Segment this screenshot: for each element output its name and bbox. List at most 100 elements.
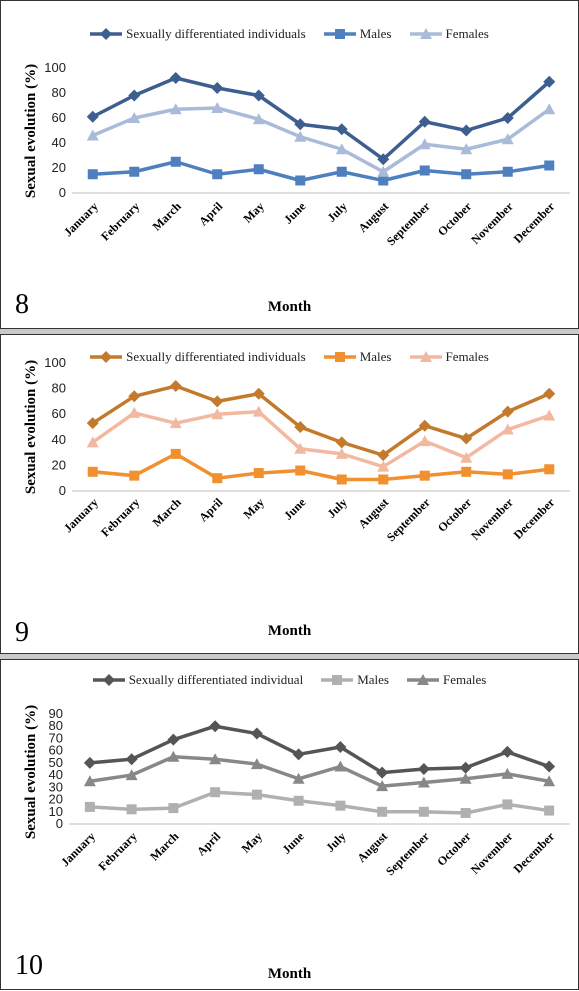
legend-item: Males <box>323 349 392 365</box>
legend-label: Sexually differentiated individuals <box>126 26 306 41</box>
data-point <box>461 169 472 180</box>
y-tick-label: 70 <box>49 730 63 745</box>
data-point <box>543 775 556 787</box>
x-tick-label: June <box>281 199 309 227</box>
data-point <box>418 115 431 128</box>
x-tick-label: October <box>435 199 475 239</box>
legend-item: Males <box>321 672 389 688</box>
legend-swatch <box>92 674 125 686</box>
x-axis-title: Month <box>267 299 312 315</box>
data-point <box>459 772 472 784</box>
data-point <box>209 720 222 733</box>
data-point <box>211 408 224 420</box>
data-point <box>377 806 388 817</box>
legend-swatch <box>409 28 442 39</box>
y-tick-label: 50 <box>49 755 63 770</box>
legend-marker <box>334 352 345 362</box>
data-point <box>419 165 430 176</box>
data-point <box>335 436 348 449</box>
data-point <box>377 460 390 472</box>
data-point <box>336 166 347 177</box>
data-point <box>86 129 99 141</box>
data-point <box>128 112 141 123</box>
x-tick-label: December <box>511 199 558 246</box>
x-tick-label: November <box>468 829 516 877</box>
data-point <box>459 761 472 774</box>
y-tick-label: 0 <box>56 816 63 831</box>
data-point <box>252 405 265 417</box>
y-tick-label: 40 <box>52 432 66 447</box>
data-point <box>501 423 514 435</box>
y-tick-label: 20 <box>52 160 66 175</box>
chart-legend: Sexually differentiated individuals Male… <box>1 23 578 45</box>
y-tick-label: 60 <box>52 110 66 125</box>
y-tick-label: 0 <box>59 483 66 498</box>
data-point <box>86 417 99 430</box>
data-point <box>210 787 221 798</box>
x-axis-title: Month <box>267 623 312 639</box>
data-point <box>501 745 514 758</box>
legend-label: Males <box>359 349 392 364</box>
x-tick-label: February <box>98 199 142 243</box>
y-tick-label: 40 <box>49 767 63 782</box>
y-tick-label: 0 <box>59 185 66 200</box>
series-line <box>91 409 550 469</box>
data-point <box>126 804 137 815</box>
x-tick-label: September <box>384 199 433 248</box>
data-point <box>544 160 555 171</box>
panel-separator <box>0 329 579 334</box>
data-point <box>292 748 305 761</box>
chart-panel-9: Sexually differentiated individuals Male… <box>0 334 579 654</box>
data-point <box>83 756 96 769</box>
chart-panel-10: Sexually differentiated individual Males… <box>0 659 579 990</box>
legend-item: Sexually differentiated individuals <box>90 349 306 365</box>
data-point <box>418 806 429 817</box>
series-line <box>89 790 550 815</box>
data-point <box>335 143 348 155</box>
data-point <box>543 103 556 115</box>
y-tick-label: 80 <box>49 718 63 733</box>
data-point <box>417 776 430 788</box>
legend-item: Sexually differentiated individual <box>92 672 304 688</box>
legend-item: Males <box>323 26 392 42</box>
x-tick-label: November <box>468 199 516 247</box>
x-tick-label: April <box>196 199 226 229</box>
data-point <box>460 432 473 445</box>
x-tick-label: July <box>324 199 349 224</box>
chart-panel-8: Sexually differentiated individuals Male… <box>0 0 579 329</box>
data-point <box>253 164 264 175</box>
x-tick-label: November <box>468 495 516 543</box>
y-axis-title: Sexual evolution (%) <box>23 360 39 494</box>
series-line <box>92 106 551 174</box>
legend-marker <box>416 674 429 685</box>
data-point <box>418 419 431 432</box>
y-tick-label: 80 <box>52 85 66 100</box>
x-tick-label: February <box>98 495 142 539</box>
data-point <box>170 448 181 459</box>
y-tick-label: 20 <box>52 457 66 472</box>
x-tick-label: March <box>147 829 181 863</box>
data-point <box>252 113 265 125</box>
data-point <box>376 766 389 779</box>
x-tick-label: December <box>511 495 558 542</box>
x-tick-label: October <box>434 829 474 869</box>
series-line <box>91 76 551 161</box>
data-point <box>250 727 263 740</box>
panel-separator <box>0 654 579 659</box>
data-point <box>294 130 307 142</box>
data-point <box>294 118 307 131</box>
chart-legend: Sexually differentiated individuals Male… <box>1 346 578 368</box>
legend-label: Sexually differentiated individual <box>128 672 304 687</box>
data-point <box>501 112 514 124</box>
data-point <box>417 763 430 775</box>
legend-label: Sexually differentiated individuals <box>126 349 306 364</box>
data-point <box>377 449 390 462</box>
data-point <box>128 89 141 102</box>
data-point <box>211 395 224 408</box>
data-point <box>167 733 180 746</box>
data-point <box>378 175 389 186</box>
x-tick-label: March <box>150 495 184 529</box>
chart-plot: 0 20 40 60 80 100 Sexual evolution (%) JanuaryF… <box>23 355 570 544</box>
data-point <box>376 780 389 792</box>
